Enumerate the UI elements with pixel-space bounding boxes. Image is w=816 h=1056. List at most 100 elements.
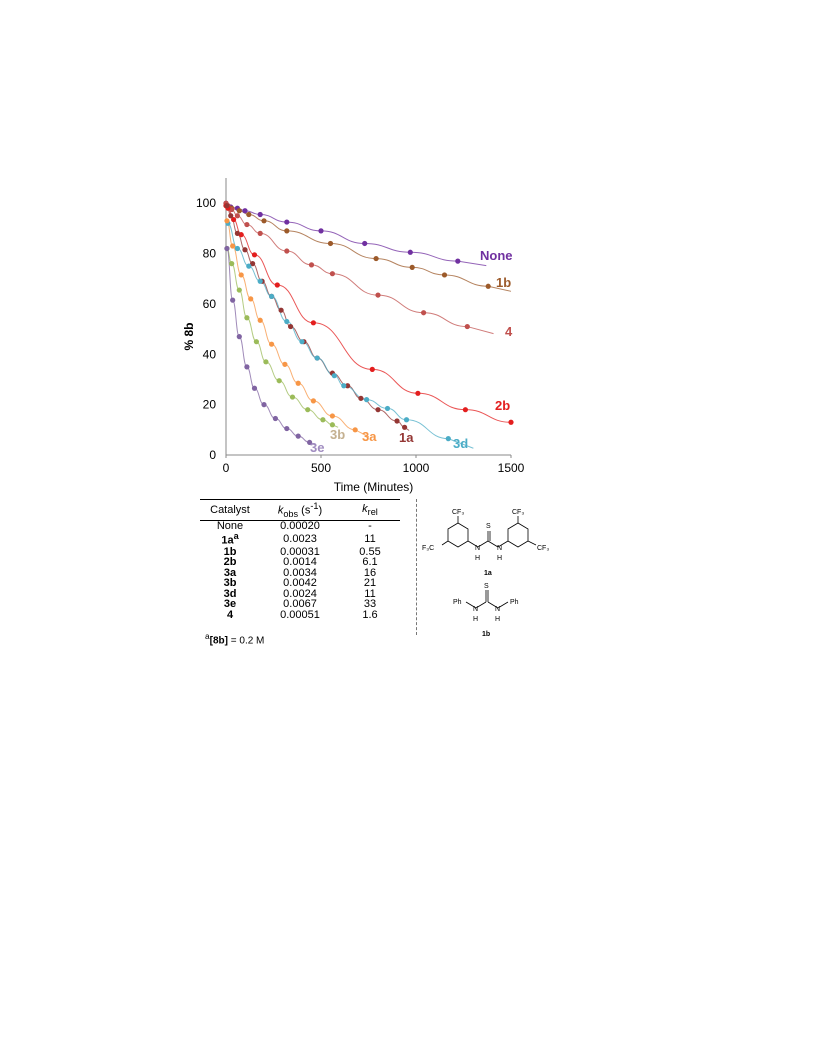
cell-kobs: 0.00051 <box>280 608 320 621</box>
data-point-1b <box>327 240 334 247</box>
cell-catalyst: 1aa <box>221 531 239 547</box>
data-point-3d <box>403 417 410 423</box>
data-point-3d <box>269 293 275 299</box>
cell-kobs: 0.0067 <box>283 598 317 610</box>
cell-kobs: 0.00020 <box>280 519 320 532</box>
cell-krel: 1.6 <box>362 608 378 621</box>
nitrogen-label: N <box>473 606 478 613</box>
data-point-3a <box>230 243 236 249</box>
data-point-1a <box>288 323 294 330</box>
cell-krel: 0.55 <box>359 545 381 558</box>
data-point-2b <box>369 366 375 372</box>
table-row: 2b 0.0014 6.1 <box>200 557 400 568</box>
x-tick-label: 500 <box>311 461 331 475</box>
data-point-4 <box>257 230 263 236</box>
fit-line-1b <box>225 205 512 292</box>
x-axis-label: Time (Minutes) <box>334 480 414 494</box>
data-point-1b <box>236 208 242 214</box>
structure-label-1a: 1a <box>484 570 492 577</box>
y-tick-label: 20 <box>203 398 217 412</box>
cell-krel: 11 <box>364 587 376 600</box>
data-point-1b <box>261 218 267 224</box>
series-label-3b: 3b <box>330 427 345 442</box>
data-point-4 <box>464 323 470 330</box>
series-label-None: None <box>480 248 513 263</box>
cell-catalyst: 1b <box>223 545 237 558</box>
cell-krel: 33 <box>363 598 377 610</box>
data-point-3b <box>244 315 250 321</box>
data-point-3a <box>248 296 254 302</box>
data-point-3d <box>246 263 252 269</box>
fit-line-1a <box>226 205 410 431</box>
series-labels: 4 None 1b 2b 1a 3d 3a 3b 3e <box>310 248 513 455</box>
hydrogen-label: H <box>473 616 478 623</box>
data-point-1b <box>373 255 379 262</box>
data-point-3a <box>352 427 358 433</box>
cell-kobs: 0.0023 <box>283 532 317 545</box>
y-tick-label: 60 <box>203 297 217 311</box>
cell-kobs: 0.0042 <box>283 577 317 589</box>
data-point-3b <box>276 378 282 384</box>
cf3-label: CF₃ <box>512 509 524 516</box>
hydrogen-label: H <box>495 616 500 623</box>
data-point-4 <box>308 262 315 268</box>
data-point-4 <box>375 292 381 298</box>
data-point-None <box>455 258 461 264</box>
cell-catalyst: 3e <box>223 598 237 610</box>
data-point-1b <box>284 228 290 234</box>
cell-kobs: 0.0024 <box>283 587 317 600</box>
nitrogen-label: N <box>497 545 502 552</box>
data-point-1a <box>224 203 230 209</box>
data-point-3d <box>445 436 451 442</box>
hydrogen-label: H <box>475 555 480 562</box>
cf3-label: CF₃ <box>452 509 464 516</box>
data-point-2b <box>274 282 280 288</box>
hydrogen-label: H <box>497 555 502 562</box>
data-point-3d <box>331 373 337 379</box>
cell-catalyst: 2b <box>223 556 237 568</box>
table-body: None 0.00020 - 1aa 0.0023 11 1b 0.00031 0.55 2b 0.… <box>200 520 400 620</box>
data-point-1b <box>441 272 448 278</box>
data-point-4 <box>284 248 290 254</box>
nitrogen-label: N <box>475 545 480 552</box>
data-point-3b <box>320 417 326 423</box>
cell-krel: 21 <box>363 577 377 589</box>
cell-kobs: 0.0014 <box>283 556 317 568</box>
data-point-3e <box>284 425 290 432</box>
y-tick-label: 0 <box>209 448 216 462</box>
data-point-4 <box>421 310 427 316</box>
table-row: 1b 0.00031 0.55 <box>200 545 400 558</box>
data-point-3e <box>261 402 267 408</box>
data-point-3b <box>253 339 259 345</box>
data-point-3a <box>295 380 301 386</box>
data-point-1a <box>250 261 256 267</box>
data-point-3e <box>224 245 230 252</box>
header-catalyst: Catalyst <box>200 499 260 521</box>
data-point-3b <box>236 287 242 293</box>
data-point-3a <box>224 218 230 224</box>
data-point-1a <box>242 247 248 253</box>
fit-line-3a <box>226 220 370 438</box>
data-point-1b <box>246 211 252 218</box>
data-point-None <box>284 219 290 225</box>
data-point-3b <box>229 261 235 267</box>
data-point-3e <box>251 385 258 391</box>
y-tick-label: 100 <box>196 196 216 210</box>
data-point-3e <box>307 439 313 446</box>
structure-1b: Ph Ph S N N H H 1b <box>453 583 519 638</box>
series-label-3d: 3d <box>453 436 468 451</box>
cell-krel: 6.1 <box>362 556 378 568</box>
nitrogen-label: N <box>495 606 500 613</box>
data-point-3e <box>272 415 278 422</box>
data-point-3d <box>284 318 290 325</box>
data-point-1a <box>345 383 351 389</box>
data-point-1a <box>228 213 234 219</box>
data-point-1a <box>358 395 364 401</box>
series-label-3a: 3a <box>362 429 377 444</box>
data-point-3d <box>234 245 240 252</box>
structure-label-1b: 1b <box>482 631 490 638</box>
table-footnote: a[8b] = 0.2 M <box>205 631 265 647</box>
cf3-label: CF₃ <box>537 545 549 552</box>
data-point-3d <box>364 397 370 403</box>
data-point-3e <box>244 364 250 370</box>
